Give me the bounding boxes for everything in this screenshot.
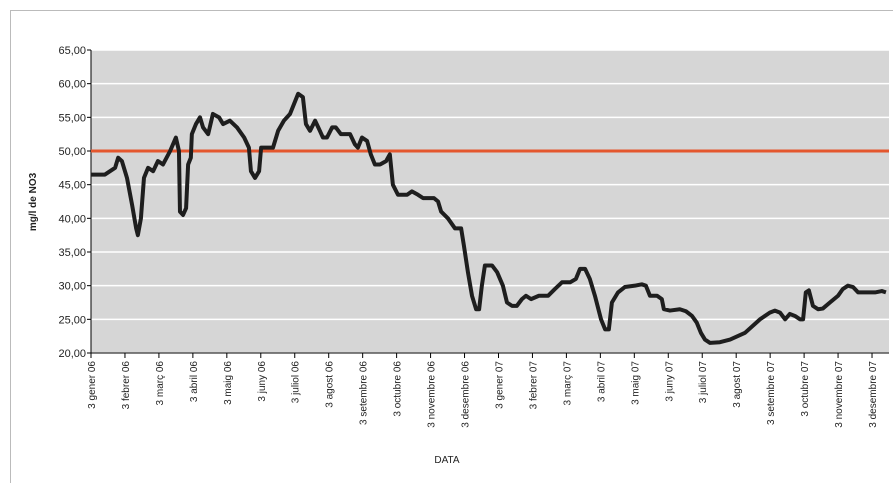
y-axis-label: mg/l de NO3 <box>28 172 39 231</box>
plot-area <box>91 50 889 353</box>
y-tick-label: 55,00 <box>58 112 86 124</box>
x-tick-label: 3 juliol 06 <box>291 361 302 404</box>
y-tick-label: 30,00 <box>58 281 86 293</box>
x-tick-label: 3 desembre 06 <box>461 361 472 428</box>
x-tick-label: 3 setembre 06 <box>359 361 370 425</box>
data-line <box>91 91 887 345</box>
y-tick-label: 45,00 <box>58 180 86 192</box>
x-tick-label: 3 gener 07 <box>494 361 505 409</box>
x-axis-label: DATA <box>434 455 460 466</box>
x-tick-label: 3 abril 07 <box>596 361 607 403</box>
frame <box>10 10 893 483</box>
x-tick-label: 3 febrer 07 <box>528 361 539 410</box>
y-tick-label: 40,00 <box>58 213 86 225</box>
x-tick-label: 3 abril 06 <box>189 361 200 403</box>
x-tick-label: 3 febrer 06 <box>121 361 132 410</box>
x-tick-label: 3 juny 07 <box>664 361 675 402</box>
x-tick-label: 3 gener 06 <box>87 361 98 409</box>
x-tick-label: 3 novembre 07 <box>834 361 845 428</box>
x-tick-label: 3 maig 06 <box>223 361 234 405</box>
x-tick-label: 3 agost 06 <box>325 361 336 408</box>
x-tick-label: 3 setembre 07 <box>766 361 777 425</box>
y-tick-label: 35,00 <box>58 247 86 259</box>
y-tick-label: 50,00 <box>58 146 86 158</box>
y-tick-label: 25,00 <box>58 314 86 326</box>
x-tick-label: 3 juny 06 <box>257 361 268 402</box>
x-tick-label: 3 novembre 06 <box>427 361 438 428</box>
x-tick-label: 3 març 06 <box>155 361 166 406</box>
x-tick-label: 3 desembre 07 <box>868 361 879 428</box>
x-tick-label: 3 agost 07 <box>732 361 743 408</box>
x-tick-label: 3 juliol 07 <box>698 361 709 404</box>
y-tick-label: 20,00 <box>58 348 86 360</box>
x-tick-label: 3 octubre 06 <box>393 361 404 417</box>
y-tick-label: 65,00 <box>58 45 86 57</box>
y-tick-label: 60,00 <box>58 79 86 91</box>
x-tick-label: 3 març 07 <box>562 361 573 406</box>
x-tick-label: 3 maig 07 <box>630 361 641 405</box>
x-tick-label: 3 octubre 07 <box>800 361 811 417</box>
